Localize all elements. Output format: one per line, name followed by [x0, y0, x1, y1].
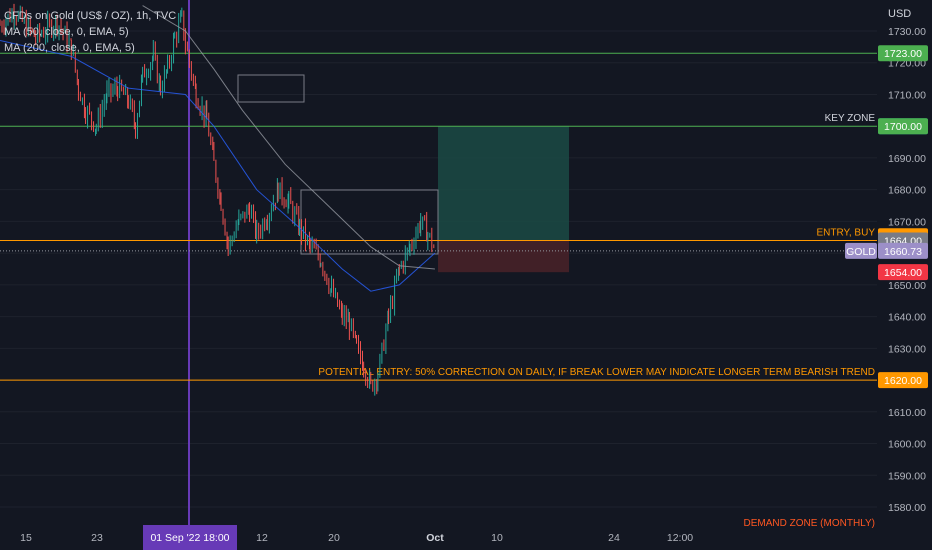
x-tick-label: 12: [256, 532, 268, 544]
current-price-tag[interactable]: [878, 242, 928, 259]
x-tick-label: 20: [328, 532, 340, 544]
y-tick-label: 1670.00: [888, 216, 926, 228]
y-tick-label: 1610.00: [888, 407, 926, 419]
key-zone-tag[interactable]: [878, 118, 928, 135]
x-tick-label: Oct: [426, 532, 444, 544]
y-tick-label: 1690.00: [888, 153, 926, 165]
date-marker-tag[interactable]: [143, 525, 237, 550]
y-tick-label: 1710.00: [888, 89, 926, 101]
level-1620-tag[interactable]: [878, 372, 928, 389]
y-tick-label: 1580.00: [888, 502, 926, 514]
symbol-tag-text: GOLD: [846, 246, 876, 258]
ma50-label[interactable]: MA (50, close, 0, EMA, 5): [4, 26, 129, 38]
range-box[interactable]: [237, 74, 305, 103]
stop-price-tag-text: 1654.00: [884, 267, 922, 279]
key-zone-text: KEY ZONE: [825, 113, 876, 124]
potential-entry-text: POTENTIAL ENTRY: 50% CORRECTION ON DAILY…: [318, 367, 875, 378]
x-tick-label: 10: [491, 532, 503, 544]
chart-legend: CFDs on Gold (US$ / OZ), 1h, TVC MA (50,…: [4, 8, 176, 56]
x-tick-label: 12:00: [667, 532, 693, 544]
level-1723-tag-text: 1723.00: [884, 48, 922, 60]
current-price-tag-text: 1660.73: [884, 246, 922, 258]
symbol-title[interactable]: CFDs on Gold (US$ / OZ), 1h, TVC: [4, 10, 177, 22]
ma50-line[interactable]: [0, 40, 436, 292]
x-tick-label: 24: [608, 532, 620, 544]
key-zone-tag-text: 1700.00: [884, 121, 922, 133]
x-tick-label: 01 Sep '22 18:00: [150, 532, 229, 544]
entry-buy-text: ENTRY, BUY: [816, 227, 875, 238]
target-zone[interactable]: [438, 126, 569, 241]
y-tick-label: 1640.00: [888, 312, 926, 324]
demand-zone-text: DEMAND ZONE (MONTHLY): [744, 518, 875, 529]
stop-zone[interactable]: [438, 240, 569, 273]
stop-price-tag[interactable]: [878, 264, 928, 281]
y-tick-label: 1650.00: [888, 280, 926, 292]
ma200-line[interactable]: [142, 5, 435, 270]
y-tick-label: 1600.00: [888, 439, 926, 451]
y-tick-label: 1630.00: [888, 343, 926, 355]
y-tick-label: 1590.00: [888, 470, 926, 482]
symbol-tag[interactable]: [845, 242, 877, 259]
level-1620-tag-text: 1620.00: [884, 375, 922, 387]
y-tick-label: 1680.00: [888, 185, 926, 197]
axis-currency: USD: [888, 8, 911, 20]
level-1723-tag[interactable]: [878, 45, 928, 62]
y-tick-label: 1730.00: [888, 26, 926, 38]
x-tick-label: 23: [91, 532, 103, 544]
x-tick-label: 15: [20, 532, 32, 544]
ma200-label[interactable]: MA (200, close, 0, EMA, 5): [4, 42, 135, 54]
